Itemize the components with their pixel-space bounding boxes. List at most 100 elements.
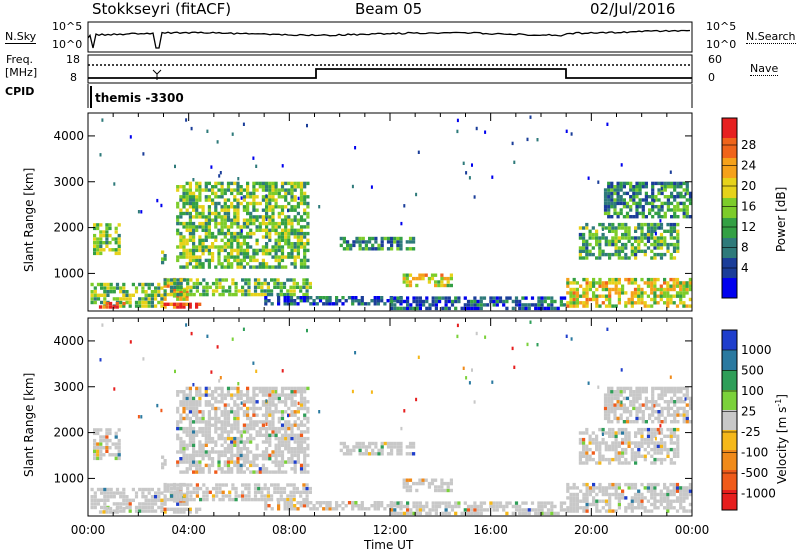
velocity-cell (271, 386, 275, 391)
power-cell (614, 249, 618, 253)
velocity-cell (131, 498, 135, 502)
velocity-cell (657, 393, 661, 397)
power-cell (685, 191, 689, 196)
power-cell (654, 205, 658, 209)
power-cell (489, 299, 493, 304)
velocity-cell (119, 505, 123, 510)
colorbar-swatch (722, 450, 737, 470)
velocity-cell (284, 403, 288, 407)
velocity-cell (90, 487, 94, 492)
power-cell (299, 245, 304, 249)
power-cell (223, 248, 227, 253)
velocity-cell (592, 496, 596, 500)
power-cell (306, 201, 310, 206)
velocity-cell (470, 508, 474, 512)
velocity-cell (643, 509, 647, 513)
power-cell (685, 205, 689, 209)
power-cell (607, 211, 611, 216)
power-cell (475, 126, 478, 131)
colorbar-frame (721, 329, 738, 511)
power-cell (625, 181, 630, 186)
power-cell (312, 302, 316, 306)
power-cell (274, 185, 277, 189)
power-cell (160, 304, 164, 308)
velocity-cell (226, 467, 231, 471)
velocity-cell (431, 504, 435, 509)
power-cell (271, 265, 275, 269)
velocity-cell (607, 400, 611, 404)
power-cell (241, 285, 245, 289)
velocity-cell (90, 502, 94, 506)
power-cell (638, 201, 642, 206)
power-cell (514, 299, 519, 304)
velocity-cell (246, 416, 250, 421)
power-cell (185, 181, 189, 186)
velocity-cell (402, 485, 406, 489)
power-cell (585, 239, 589, 243)
velocity-cell (192, 443, 196, 447)
power-cell (360, 296, 364, 300)
velocity-cell (627, 482, 631, 487)
power-cell (306, 231, 310, 236)
velocity-cell (303, 470, 307, 474)
velocity-cell (176, 496, 180, 500)
power-cell (220, 221, 224, 226)
velocity-cell (260, 494, 264, 498)
power-cell (268, 181, 272, 186)
velocity-cell (217, 393, 221, 397)
power-cell (537, 296, 541, 300)
power-cell (189, 292, 193, 297)
velocity-cell (550, 504, 554, 509)
power-cell (111, 248, 115, 252)
power-cell (611, 239, 615, 243)
power-cell (440, 283, 444, 288)
velocity-cell (233, 410, 237, 414)
power-cell (616, 211, 620, 216)
power-cell (604, 242, 608, 247)
power-cell (172, 302, 177, 306)
power-cell (556, 306, 560, 311)
velocity-cell (255, 406, 259, 411)
velocity-cell (207, 403, 211, 407)
power-cell (99, 230, 103, 234)
power-cell (663, 195, 667, 199)
power-cell (383, 302, 387, 306)
velocity-cell (640, 502, 644, 507)
power-cell (268, 201, 272, 206)
power-cell (440, 276, 444, 281)
velocity-cell (611, 509, 615, 513)
velocity-cell (204, 450, 208, 454)
power-cell (293, 218, 297, 222)
power-cell (601, 287, 605, 292)
velocity-cell (250, 497, 254, 502)
velocity-cell (603, 406, 608, 411)
power-cell (252, 252, 256, 256)
power-cell (595, 239, 599, 243)
velocity-cell (666, 451, 670, 455)
velocity-cell (240, 401, 243, 405)
colorbar-swatch (722, 198, 737, 218)
velocity-cell (495, 504, 499, 509)
power-cell (524, 296, 528, 300)
velocity-cell (252, 426, 256, 431)
power-ylabel: Slant Range [km] (22, 167, 36, 272)
velocity-cell (524, 511, 528, 516)
velocity-cell (258, 386, 262, 391)
power-cell (412, 236, 416, 241)
power-cell (295, 285, 299, 289)
velocity-cell (611, 431, 615, 435)
velocity-cell (406, 501, 410, 505)
velocity-cell (638, 386, 642, 391)
power-cell (627, 239, 631, 243)
velocity-cell (675, 486, 680, 490)
power-cell (553, 299, 557, 304)
velocity-cell (173, 490, 177, 494)
power-cell (646, 222, 651, 227)
power-cell (566, 281, 570, 285)
velocity-cell (601, 427, 605, 432)
velocity-cell (635, 406, 639, 411)
velocity-cell (328, 507, 332, 511)
velocity-cell (434, 478, 438, 482)
velocity-cell (240, 434, 243, 438)
y-tick-label: 2000 (53, 426, 84, 440)
